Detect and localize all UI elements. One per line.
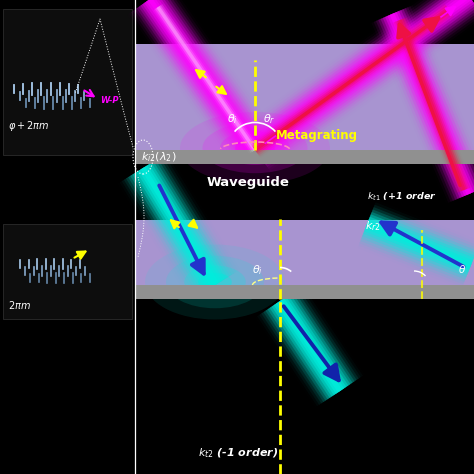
Polygon shape [126,157,232,295]
Polygon shape [137,0,268,159]
Polygon shape [248,0,474,159]
Ellipse shape [184,265,246,299]
Polygon shape [378,8,474,200]
Polygon shape [246,0,474,163]
Polygon shape [365,219,473,270]
Text: $k_{i2}(\lambda_2)$: $k_{i2}(\lambda_2)$ [141,150,176,164]
Polygon shape [135,163,224,290]
Polygon shape [139,165,219,288]
Ellipse shape [220,131,290,165]
Polygon shape [278,300,342,392]
Bar [362,220,474,285]
Ellipse shape [180,112,330,184]
Polygon shape [253,7,451,153]
Polygon shape [155,5,258,152]
Bar [3,224,132,319]
Text: $k_{t1}$ (+1 order: $k_{t1}$ (+1 order [367,190,437,202]
Polygon shape [361,210,474,280]
Polygon shape [390,13,471,195]
Polygon shape [128,159,230,294]
Text: $\theta_i$: $\theta_i$ [227,112,238,126]
Ellipse shape [235,138,275,157]
Polygon shape [132,162,226,292]
Polygon shape [133,0,272,162]
Polygon shape [261,289,359,403]
Polygon shape [251,0,473,155]
Polygon shape [267,292,353,399]
Bar [362,44,474,150]
Polygon shape [141,167,217,286]
Polygon shape [142,0,263,155]
Polygon shape [251,5,453,155]
Polygon shape [265,292,355,401]
Polygon shape [252,6,452,154]
Ellipse shape [166,256,264,308]
Polygon shape [397,19,467,191]
Polygon shape [148,0,257,151]
Polygon shape [154,4,259,153]
Polygon shape [137,164,221,289]
Text: $\theta$: $\theta$ [458,263,466,275]
Bar [135,150,362,164]
Polygon shape [362,212,474,277]
Polygon shape [376,7,474,201]
Polygon shape [254,9,450,151]
Polygon shape [264,290,356,402]
Polygon shape [144,0,261,154]
Text: W-P: W-P [100,96,118,105]
Polygon shape [140,0,264,157]
Polygon shape [130,160,228,293]
Polygon shape [381,9,474,199]
Ellipse shape [198,273,232,291]
Polygon shape [395,18,469,192]
Bar [135,285,362,299]
Polygon shape [247,0,474,161]
Bar [362,285,474,299]
Polygon shape [392,17,472,193]
Polygon shape [276,298,344,394]
Polygon shape [146,0,259,153]
Bar [3,9,132,155]
Polygon shape [363,214,474,274]
Polygon shape [252,0,472,154]
Polygon shape [366,221,472,267]
Bar [135,44,362,150]
Text: $\theta_r$: $\theta_r$ [263,112,275,126]
Polygon shape [360,207,474,282]
Polygon shape [250,3,454,157]
Text: $\theta_i$: $\theta_i$ [252,263,263,277]
Polygon shape [359,205,474,284]
Polygon shape [270,294,350,398]
Polygon shape [399,19,465,191]
Text: Waveguide: Waveguide [207,175,290,189]
Ellipse shape [202,123,308,173]
Polygon shape [135,0,270,161]
Polygon shape [138,0,266,158]
Polygon shape [259,287,361,405]
Polygon shape [124,156,234,297]
Text: $\varphi+2\pi m$: $\varphi+2\pi m$ [8,119,49,133]
Ellipse shape [245,143,265,153]
Polygon shape [249,0,474,157]
Polygon shape [374,6,474,202]
Bar [135,220,362,285]
Ellipse shape [145,245,285,319]
Polygon shape [274,297,346,395]
Bar [362,150,474,164]
Text: $k_{r2}$: $k_{r2}$ [365,219,381,233]
Polygon shape [387,12,474,196]
Polygon shape [364,217,474,272]
Polygon shape [156,6,256,151]
Text: $2\pi m$: $2\pi m$ [8,299,31,311]
Polygon shape [244,0,474,165]
Polygon shape [272,295,348,397]
Polygon shape [254,0,470,152]
Polygon shape [383,10,474,198]
Text: Metagrating: Metagrating [276,129,358,142]
Polygon shape [394,18,470,192]
Polygon shape [243,0,474,167]
Text: $k_{t2}$ (-1 order): $k_{t2}$ (-1 order) [198,446,278,460]
Polygon shape [385,11,474,197]
